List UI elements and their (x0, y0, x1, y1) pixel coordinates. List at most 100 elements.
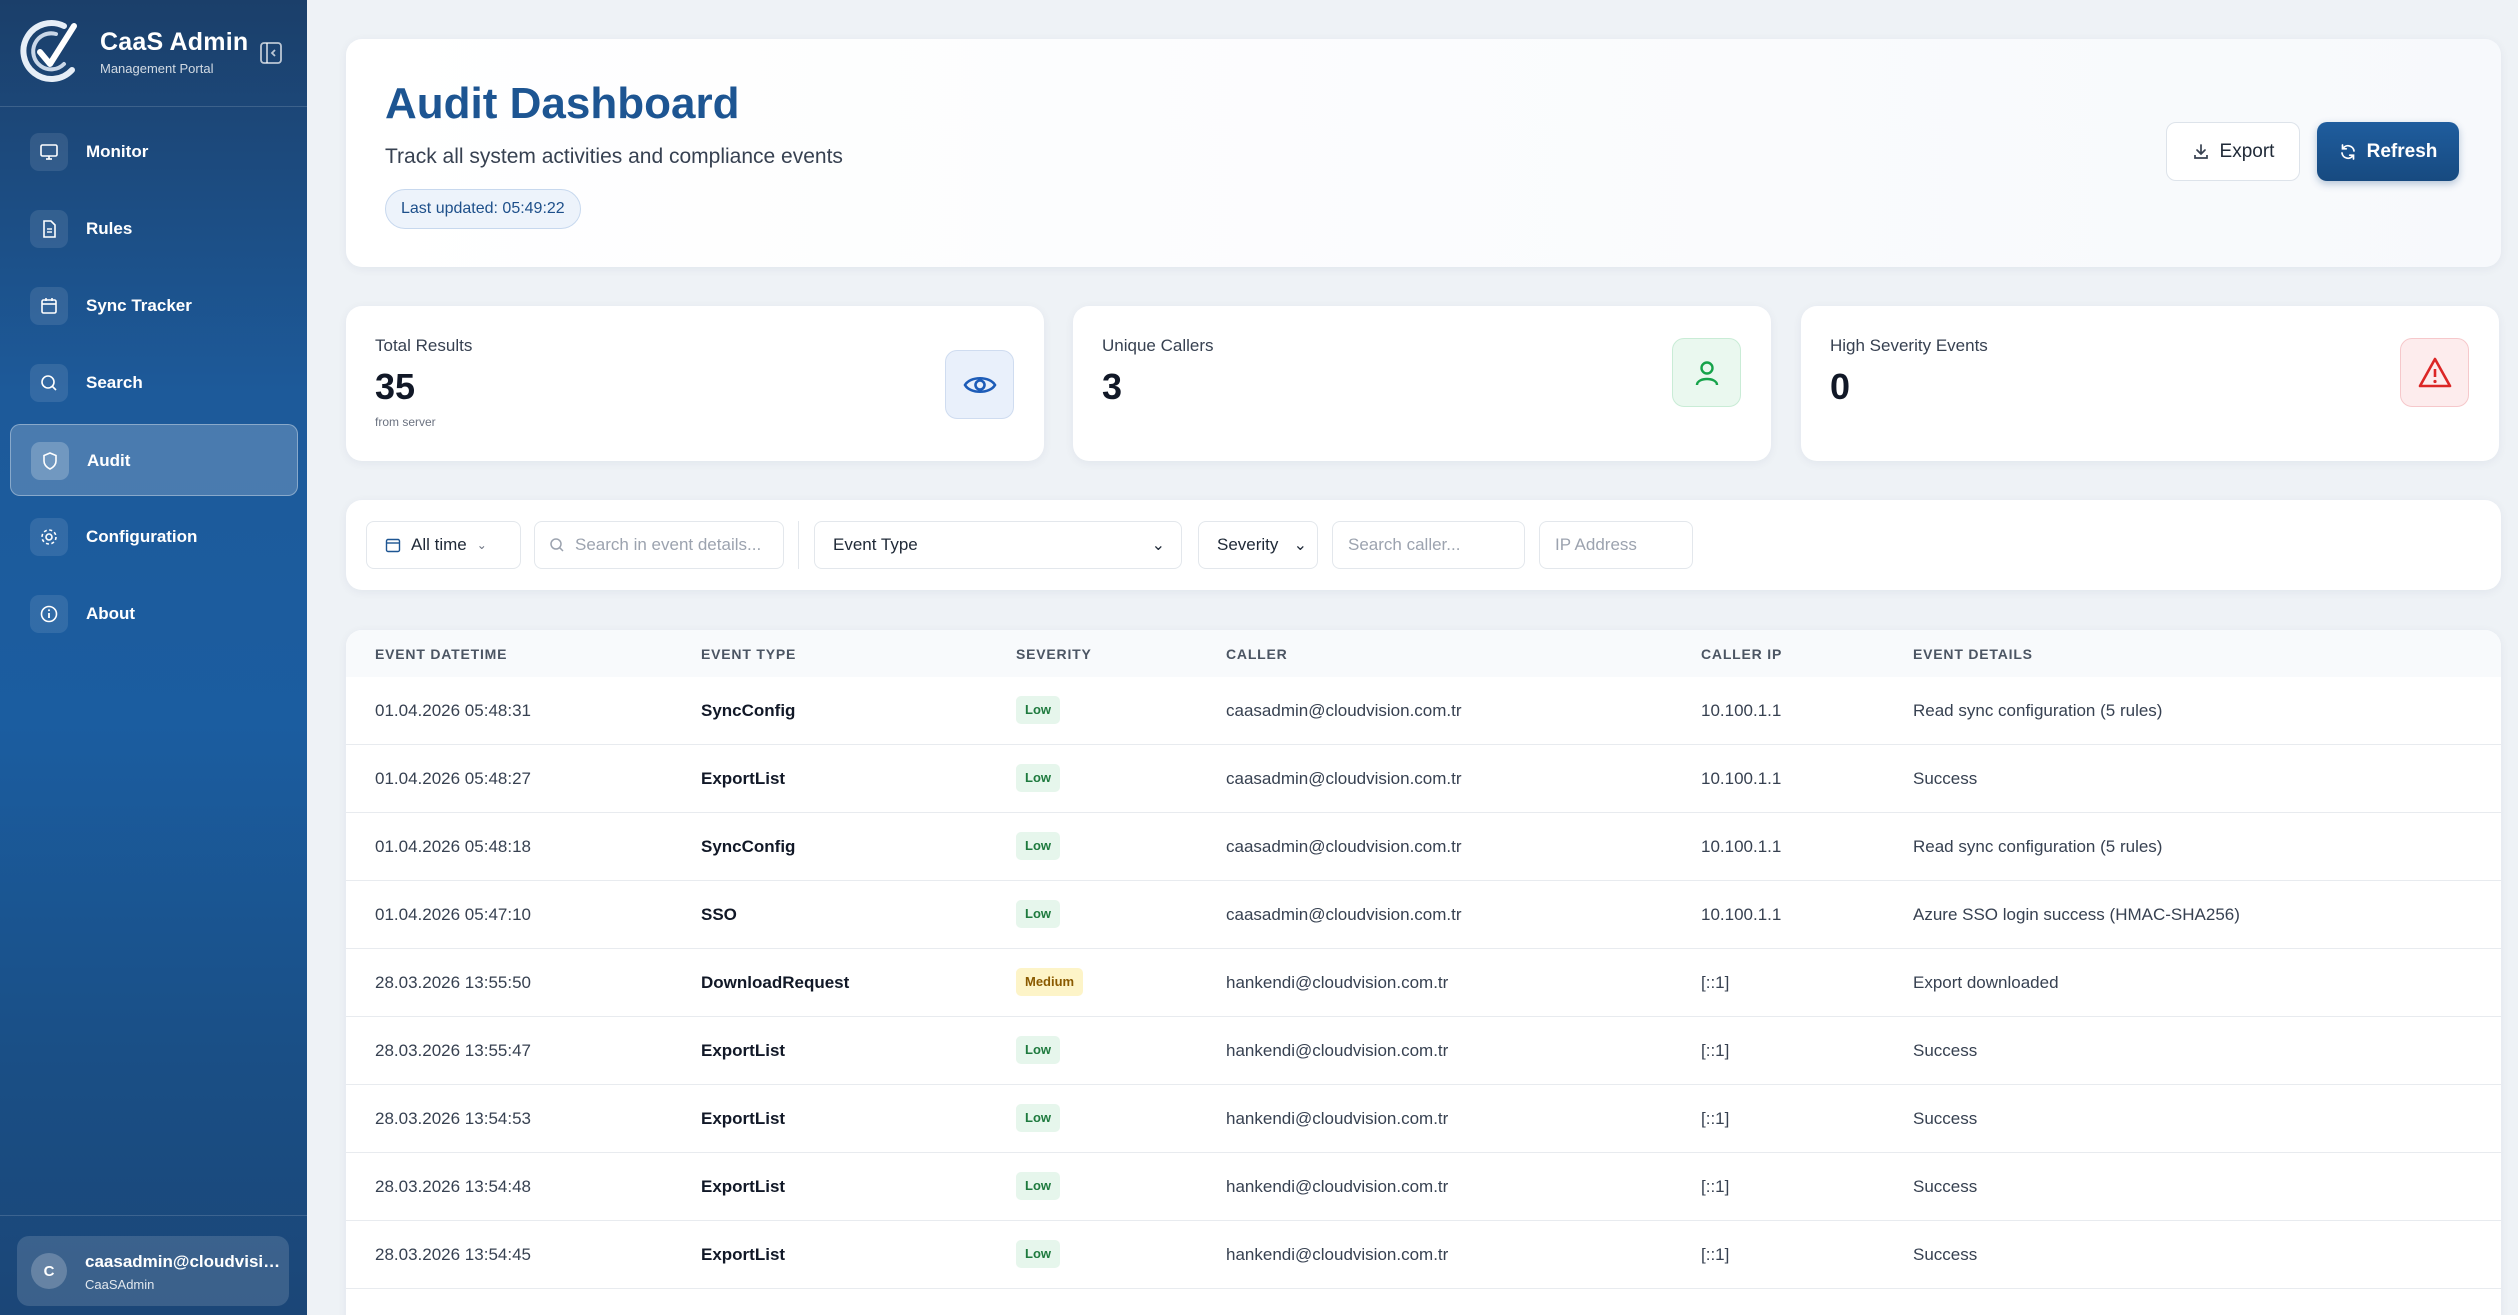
user-profile[interactable]: C caasadmin@cloudvision.com.tr CaaSAdmin (17, 1236, 289, 1306)
severity-badge: Low (1016, 1036, 1060, 1064)
stat-value: 0 (1830, 366, 1851, 407)
event-type: ExportList (701, 1109, 786, 1128)
sidebar-item-rules[interactable]: Rules (10, 193, 298, 265)
caller-search-input[interactable]: Search caller... (1332, 521, 1525, 569)
severity-badge: Low (1016, 832, 1060, 860)
sidebar-item-label: Search (86, 373, 143, 392)
event-datetime: 28.03.2026 13:54:53 (375, 1109, 531, 1128)
table-header: EVENT DATETIME EVENT TYPE SEVERITY CALLE… (346, 630, 2501, 677)
stat-card-high-severity: High Severity Events 0 (1801, 306, 2499, 461)
table-row[interactable]: 28.03.2026 13:55:47 ExportList Low hankendi… (346, 1017, 2501, 1085)
sidebar-item-search[interactable]: Search (10, 347, 298, 419)
severity-value: Severity (1217, 535, 1279, 554)
column-header-severity[interactable]: SEVERITY (1016, 646, 1092, 662)
stat-label: Total Results (375, 336, 473, 355)
event-details: Success (1913, 769, 1978, 788)
column-header-event-details[interactable]: EVENT DETAILS (1913, 646, 2033, 662)
event-type: ExportList (701, 769, 786, 788)
event-details: Success (1913, 1109, 1978, 1128)
caller: hankendi@cloudvision.com.tr (1226, 973, 1449, 992)
caller-ip: [::1] (1701, 1041, 1730, 1060)
sidebar-item-label: About (86, 604, 136, 623)
brand: CaaS Admin Management Portal (0, 0, 307, 107)
document-icon (30, 210, 68, 248)
event-datetime: 28.03.2026 13:55:50 (375, 973, 531, 992)
caller-ip: 10.100.1.1 (1701, 905, 1782, 924)
stat-card-total-results: Total Results 35 from server (346, 306, 1044, 461)
sidebar-item-label: Audit (87, 451, 131, 470)
event-details-search-input[interactable]: Search in event details... (534, 521, 784, 569)
sidebar-nav: Monitor Rules Sync Tracker Search Audit (10, 116, 298, 655)
table-row[interactable]: 28.03.2026 13:54:53 ExportList Low hankendi… (346, 1085, 2501, 1153)
app-subtitle: Management Portal (100, 61, 214, 76)
stat-note: from server (375, 415, 436, 429)
event-details: Success (1913, 1041, 1978, 1060)
event-details: Read sync configuration (5 rules) (1913, 701, 2163, 720)
search-placeholder: Search in event details... (575, 535, 762, 554)
sidebar: CaaS Admin Management Portal Monitor Rul… (0, 0, 307, 1315)
sidebar-item-monitor[interactable]: Monitor (10, 116, 298, 188)
collapse-sidebar-icon[interactable] (258, 40, 284, 66)
column-header-datetime[interactable]: EVENT DATETIME (375, 646, 508, 662)
ip-placeholder: IP Address (1555, 535, 1637, 554)
stat-value: 35 (375, 366, 416, 407)
caller-ip: [::1] (1701, 1245, 1730, 1264)
event-details: Export downloaded (1913, 973, 2059, 992)
event-datetime: 01.04.2026 05:48:27 (375, 769, 531, 788)
search-icon (550, 538, 564, 552)
user-icon (1672, 338, 1741, 407)
table-row[interactable]: 01.04.2026 05:48:18 SyncConfig Low caasadmi… (346, 813, 2501, 881)
time-range-select[interactable]: All time ⌄ (366, 521, 521, 569)
column-header-caller[interactable]: CALLER (1226, 646, 1288, 662)
sidebar-item-label: Configuration (86, 527, 198, 546)
table-row[interactable]: 28.03.2026 13:54:45 ExportList Low hankendi… (346, 1221, 2501, 1289)
warning-icon (2400, 338, 2469, 407)
export-button[interactable]: Export (2166, 122, 2300, 181)
table-row[interactable]: 28.03.2026 13:54:48 ExportList Low hankendi… (346, 1153, 2501, 1221)
search-icon (30, 364, 68, 402)
app-title: CaaS Admin (100, 28, 249, 56)
event-type: ExportList (701, 1041, 786, 1060)
caller-ip: 10.100.1.1 (1701, 769, 1782, 788)
sidebar-item-about[interactable]: About (10, 578, 298, 650)
sidebar-item-configuration[interactable]: Configuration (10, 501, 298, 573)
calendar-icon (30, 287, 68, 325)
caller: hankendi@cloudvision.com.tr (1226, 1109, 1449, 1128)
sidebar-item-sync-tracker[interactable]: Sync Tracker (10, 270, 298, 342)
refresh-icon (2340, 143, 2355, 160)
event-type: SSO (701, 905, 737, 924)
table-row[interactable]: 28.03.2026 13:55:50 DownloadRequest Medium… (346, 949, 2501, 1017)
logo-icon (20, 20, 77, 82)
divider (798, 521, 799, 569)
caller-ip: [::1] (1701, 1177, 1730, 1196)
event-datetime: 28.03.2026 13:55:47 (375, 1041, 531, 1060)
eye-icon (945, 350, 1014, 419)
caller: hankendi@cloudvision.com.tr (1226, 1041, 1449, 1060)
table-row[interactable]: 01.04.2026 05:48:27 ExportList Low caasadmi… (346, 745, 2501, 813)
severity-select[interactable]: Severity ⌄ (1198, 521, 1318, 569)
column-header-caller-ip[interactable]: CALLER IP (1701, 646, 1783, 662)
export-label: Export (2219, 140, 2275, 162)
event-type: ExportList (701, 1177, 786, 1196)
page-subtitle: Track all system activities and complian… (385, 145, 843, 168)
sidebar-item-label: Monitor (86, 142, 149, 161)
event-type-select[interactable]: Event Type ⌄ (814, 521, 1182, 569)
severity-badge: Low (1016, 900, 1060, 928)
event-datetime: 28.03.2026 13:54:48 (375, 1177, 531, 1196)
sidebar-item-audit[interactable]: Audit (10, 424, 298, 496)
refresh-button[interactable]: Refresh (2317, 122, 2459, 181)
caller: caasadmin@cloudvision.com.tr (1226, 905, 1462, 924)
last-updated-badge: Last updated: 05:49:22 (385, 189, 581, 229)
event-details: Success (1913, 1177, 1978, 1196)
table-row[interactable]: 01.04.2026 05:48:31 SyncConfig Low caasadmi… (346, 677, 2501, 745)
table-row[interactable]: 01.04.2026 05:47:10 SSO Low caasadmin@cloud… (346, 881, 2501, 949)
filter-bar: All time ⌄ Search in event details... Ev… (346, 500, 2501, 590)
caller-ip: [::1] (1701, 973, 1730, 992)
ip-address-input[interactable]: IP Address (1539, 521, 1693, 569)
sidebar-item-label: Sync Tracker (86, 296, 192, 315)
column-header-event-type[interactable]: EVENT TYPE (701, 646, 797, 662)
caller: caasadmin@cloudvision.com.tr (1226, 837, 1462, 856)
severity-badge: Low (1016, 764, 1060, 792)
event-datetime: 28.03.2026 13:54:45 (375, 1245, 531, 1264)
page-title: Audit Dashboard (385, 79, 740, 128)
